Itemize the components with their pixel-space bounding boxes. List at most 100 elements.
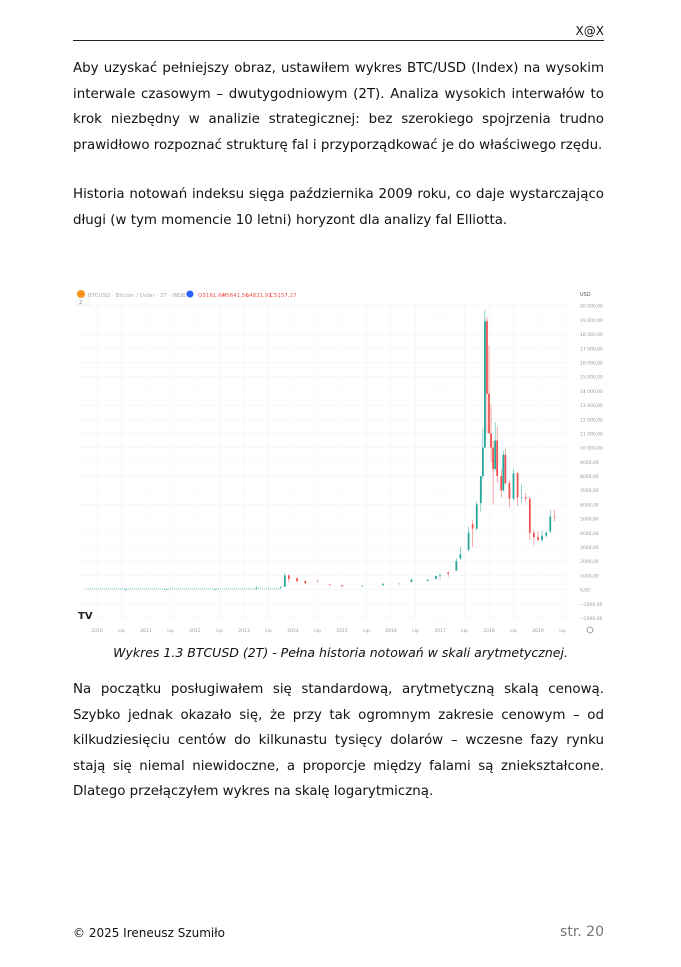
indicators-toggle[interactable] [76,297,90,306]
candle-body [508,483,511,499]
x-tick-label: Lip [118,628,125,634]
y-tick-label: 18 000,00 [580,332,603,338]
x-tick-label: 2014 [287,628,299,634]
candle-body [361,585,364,587]
indicator-count: 2 [79,300,82,306]
candle-body [426,579,429,581]
x-tick-label: 2017 [434,628,446,634]
currency-select[interactable]: USD [580,292,591,298]
candle-body [341,585,343,587]
y-tick-label: 2000,00 [580,559,599,565]
candle-body [304,581,307,584]
candle-body [537,537,539,540]
candle-body [328,583,331,585]
y-tick-label: 4000,00 [580,531,599,537]
candle-body [435,575,437,579]
candle-body [549,516,552,532]
x-tick-label: 2010 [91,628,103,634]
btc-chart: 20 000,00 19 000,00 18 000,00 17 000,00 16 0… [74,285,604,640]
candle-body [496,440,499,477]
paragraph-2: Historia notowań indeksu sięga październ… [73,187,604,228]
ohlc-open: O5161,64 [198,293,226,299]
y-tick-label: 8000,00 [580,474,599,480]
y-tick-label: −1000,00 [580,602,603,608]
candle-body [447,572,450,574]
settings-gear-icon[interactable] [586,626,594,634]
candle-body [296,578,298,582]
y-tick-label: 1000,00 [580,573,599,579]
x-tick-label: 2015 [336,628,348,634]
candle-body [279,586,282,588]
x-tick-label: Lip [216,628,223,634]
candle-body [439,575,441,577]
y-tick-label: 20 000,00 [580,304,603,310]
candle-body [165,589,168,590]
y-tick-label: 6000,00 [580,502,599,508]
x-tick-label: 2016 [385,628,397,634]
x-tick-label: 2012 [189,628,201,634]
ohlc-low: L4821,91 [246,293,272,299]
y-tick-label: 13 000,00 [580,403,603,409]
ohlc-high: H5641,50 [222,293,249,299]
candle-body [479,476,482,504]
x-tick-label: Lip [510,628,517,634]
x-tick-label: Lip [559,628,566,634]
candle-body [494,440,497,469]
x-tick-label: Lip [363,628,370,634]
y-tick-label: 10 000,00 [580,446,603,452]
x-tick-label: Lip [412,628,419,634]
candle-body [488,393,490,434]
candle-body [524,497,527,499]
candle-body [381,583,384,586]
page-header: X@X [73,24,604,41]
x-tick-label: 2019 [532,628,544,634]
candle-body [490,433,492,448]
candle-body [516,473,519,498]
paragraph-3: Na początku posługiwałem się standardową… [73,682,604,799]
x-tick-label: Lip [167,628,174,634]
candle-body [214,589,217,591]
candle-body [283,575,286,587]
y-tick-label: 12 000,00 [580,417,603,423]
y-tick-label: 7000,00 [580,488,599,494]
x-tick-label: 2013 [238,628,250,634]
page-number: str. 20 [560,924,604,940]
x-tick-label: Lip [314,628,321,634]
candle-body [255,588,258,589]
x-tick-label: Lip [461,628,468,634]
candle-body [484,321,486,448]
copyright: © 2025 Ireneusz Szumiło [73,926,226,940]
ohlc-close: C5157,27 [270,293,297,299]
candle-body [520,497,523,498]
candle-body [533,532,535,538]
indicator-icon [186,290,194,298]
y-tick-label: 0,00 [580,588,590,594]
candle-body [545,532,548,536]
candle-body [504,454,507,484]
candle-body [316,580,319,582]
candle-body [475,504,478,529]
candle-body [528,498,531,533]
candle-body [398,583,401,585]
candle-body [455,561,458,571]
candle-body [288,575,290,579]
x-tick-label: 2018 [483,628,495,634]
candle-body [467,532,470,550]
chart-caption: Wykres 1.3 BTCUSD (2T) - Pełna historia … [113,645,568,660]
candle-body [541,535,543,540]
y-tick-label: 14 000,00 [580,389,603,395]
candle-body [500,476,503,491]
candle-body [471,524,474,529]
y-tick-label: −2000,00 [580,616,603,622]
candle-body [459,554,462,559]
candle-body [124,589,127,591]
tradingview-logo: TV [78,611,93,622]
y-tick-label: 11 000,00 [580,431,603,437]
candle-body [481,447,484,477]
y-tick-label: 15 000,00 [580,375,603,381]
x-tick-label: Lip [265,628,272,634]
y-tick-label: 9000,00 [580,460,599,466]
symbol-label: BTCUSD · Bitcoin / Dolar · 2T · INDEX [88,293,189,299]
x-tick-label: 2011 [140,628,152,634]
